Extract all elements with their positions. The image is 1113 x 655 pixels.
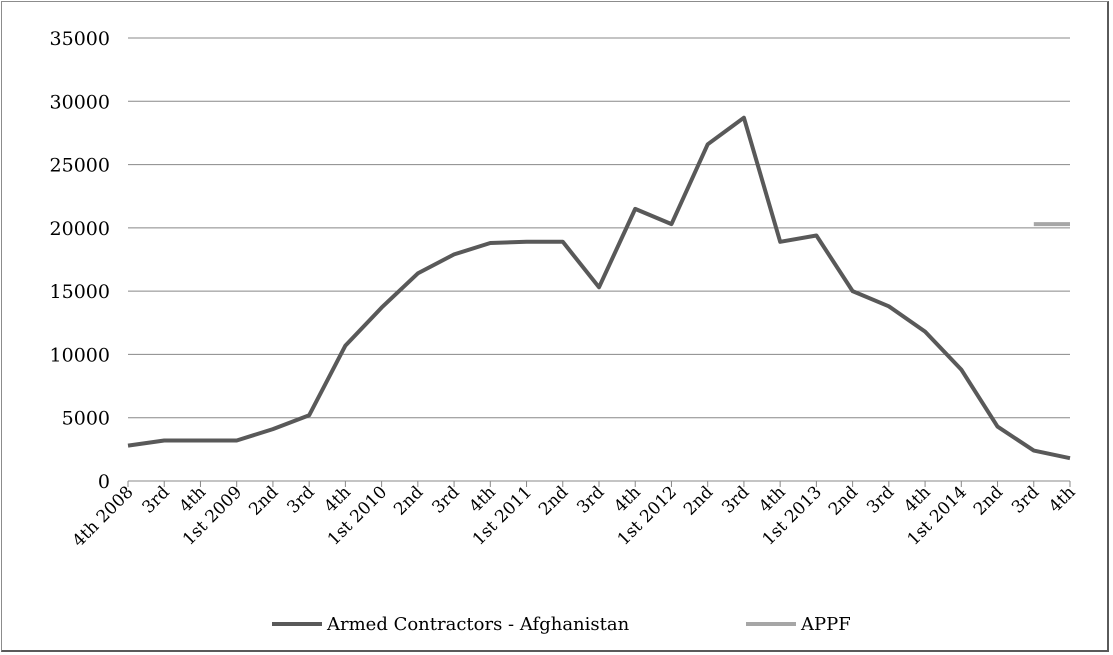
x-tick-label: 2nd (680, 482, 717, 519)
y-tick-label: 35000 (50, 28, 110, 50)
gridlines (128, 37, 1070, 419)
y-tick-label: 25000 (50, 155, 110, 177)
x-axis (127, 480, 1071, 487)
y-tick-label: 20000 (50, 218, 110, 240)
y-tick-label: 30000 (50, 91, 110, 113)
legend-item: APPF (746, 614, 851, 635)
y-axis-tick-labels: 0 5000 10000 15000 20000 25000 30000 35000 (50, 28, 110, 493)
x-tick-label: 3rd (428, 482, 463, 517)
y-tick-label: 0 (98, 471, 110, 493)
x-tick-label: 2nd (390, 482, 427, 519)
x-tick-label: 2nd (535, 482, 572, 519)
x-tick-label: 3rd (863, 482, 898, 517)
x-tick-label: 4th (1045, 482, 1079, 516)
x-tick-label: 3rd (573, 482, 608, 517)
y-tick-label: 15000 (50, 281, 110, 303)
series-lines (127, 115, 1071, 461)
x-tick-label: 3rd (283, 482, 318, 517)
y-tick-label: 10000 (50, 344, 110, 366)
x-tick-label: 2nd (245, 482, 282, 519)
y-tick-label: 5000 (62, 408, 110, 430)
x-tick-label: 3rd (718, 482, 753, 517)
x-tick-label: 2nd (825, 482, 862, 519)
legend: Armed Contractors - Afghanistan APPF (272, 614, 851, 635)
legend-label: Armed Contractors - Afghanistan (326, 614, 630, 635)
legend-item: Armed Contractors - Afghanistan (272, 614, 630, 635)
series-line-armed-contractors (127, 115, 1071, 461)
x-tick-label: 2nd (970, 482, 1007, 519)
x-tick-label: 3rd (139, 482, 174, 517)
legend-label: APPF (800, 614, 851, 635)
x-tick-label: 3rd (1008, 482, 1043, 517)
